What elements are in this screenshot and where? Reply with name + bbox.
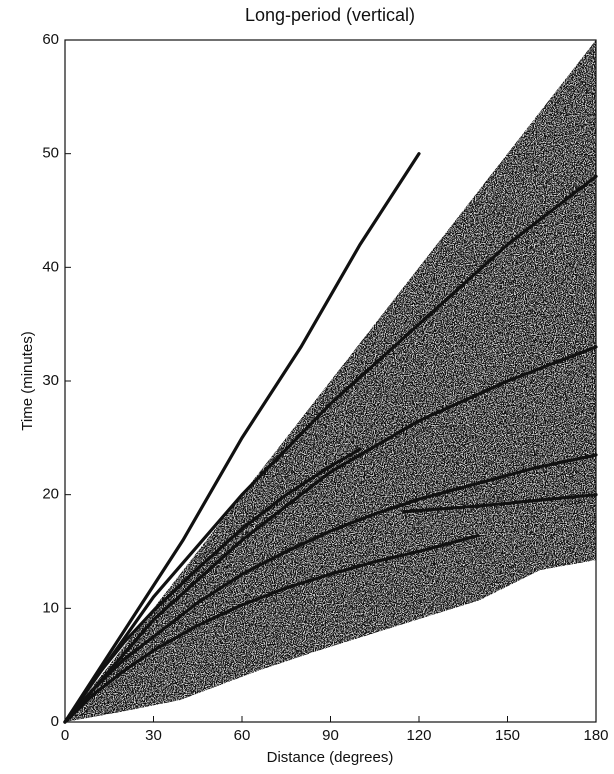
chart-title: Long-period (vertical) [245,5,415,25]
travel-time-curve [63,533,480,724]
x-tick-label: 120 [406,727,431,744]
x-tick-label: 30 [145,727,162,744]
y-tick-label: 30 [42,372,59,389]
x-axis-label: Distance (degrees) [267,749,394,766]
y-axis-label: Time (minutes) [19,331,36,430]
y-tick-label: 60 [42,31,59,48]
x-tick-label: 60 [234,727,251,744]
travel-time-curve [63,453,598,724]
travel-time-curve [63,174,598,724]
travel-time-curve [402,493,598,514]
travel-time-curve [63,152,421,724]
y-tick-label: 50 [42,145,59,162]
x-tick-label: 90 [322,727,339,744]
y-tick-label: 20 [42,486,59,503]
x-tick-label: 0 [61,727,69,744]
y-tick-label: 0 [51,713,59,730]
x-tick-label: 150 [495,727,520,744]
x-tick-label: 180 [583,727,608,744]
y-tick-label: 10 [42,599,59,616]
travel-time-curve [63,345,598,724]
y-tick-label: 40 [42,258,59,275]
